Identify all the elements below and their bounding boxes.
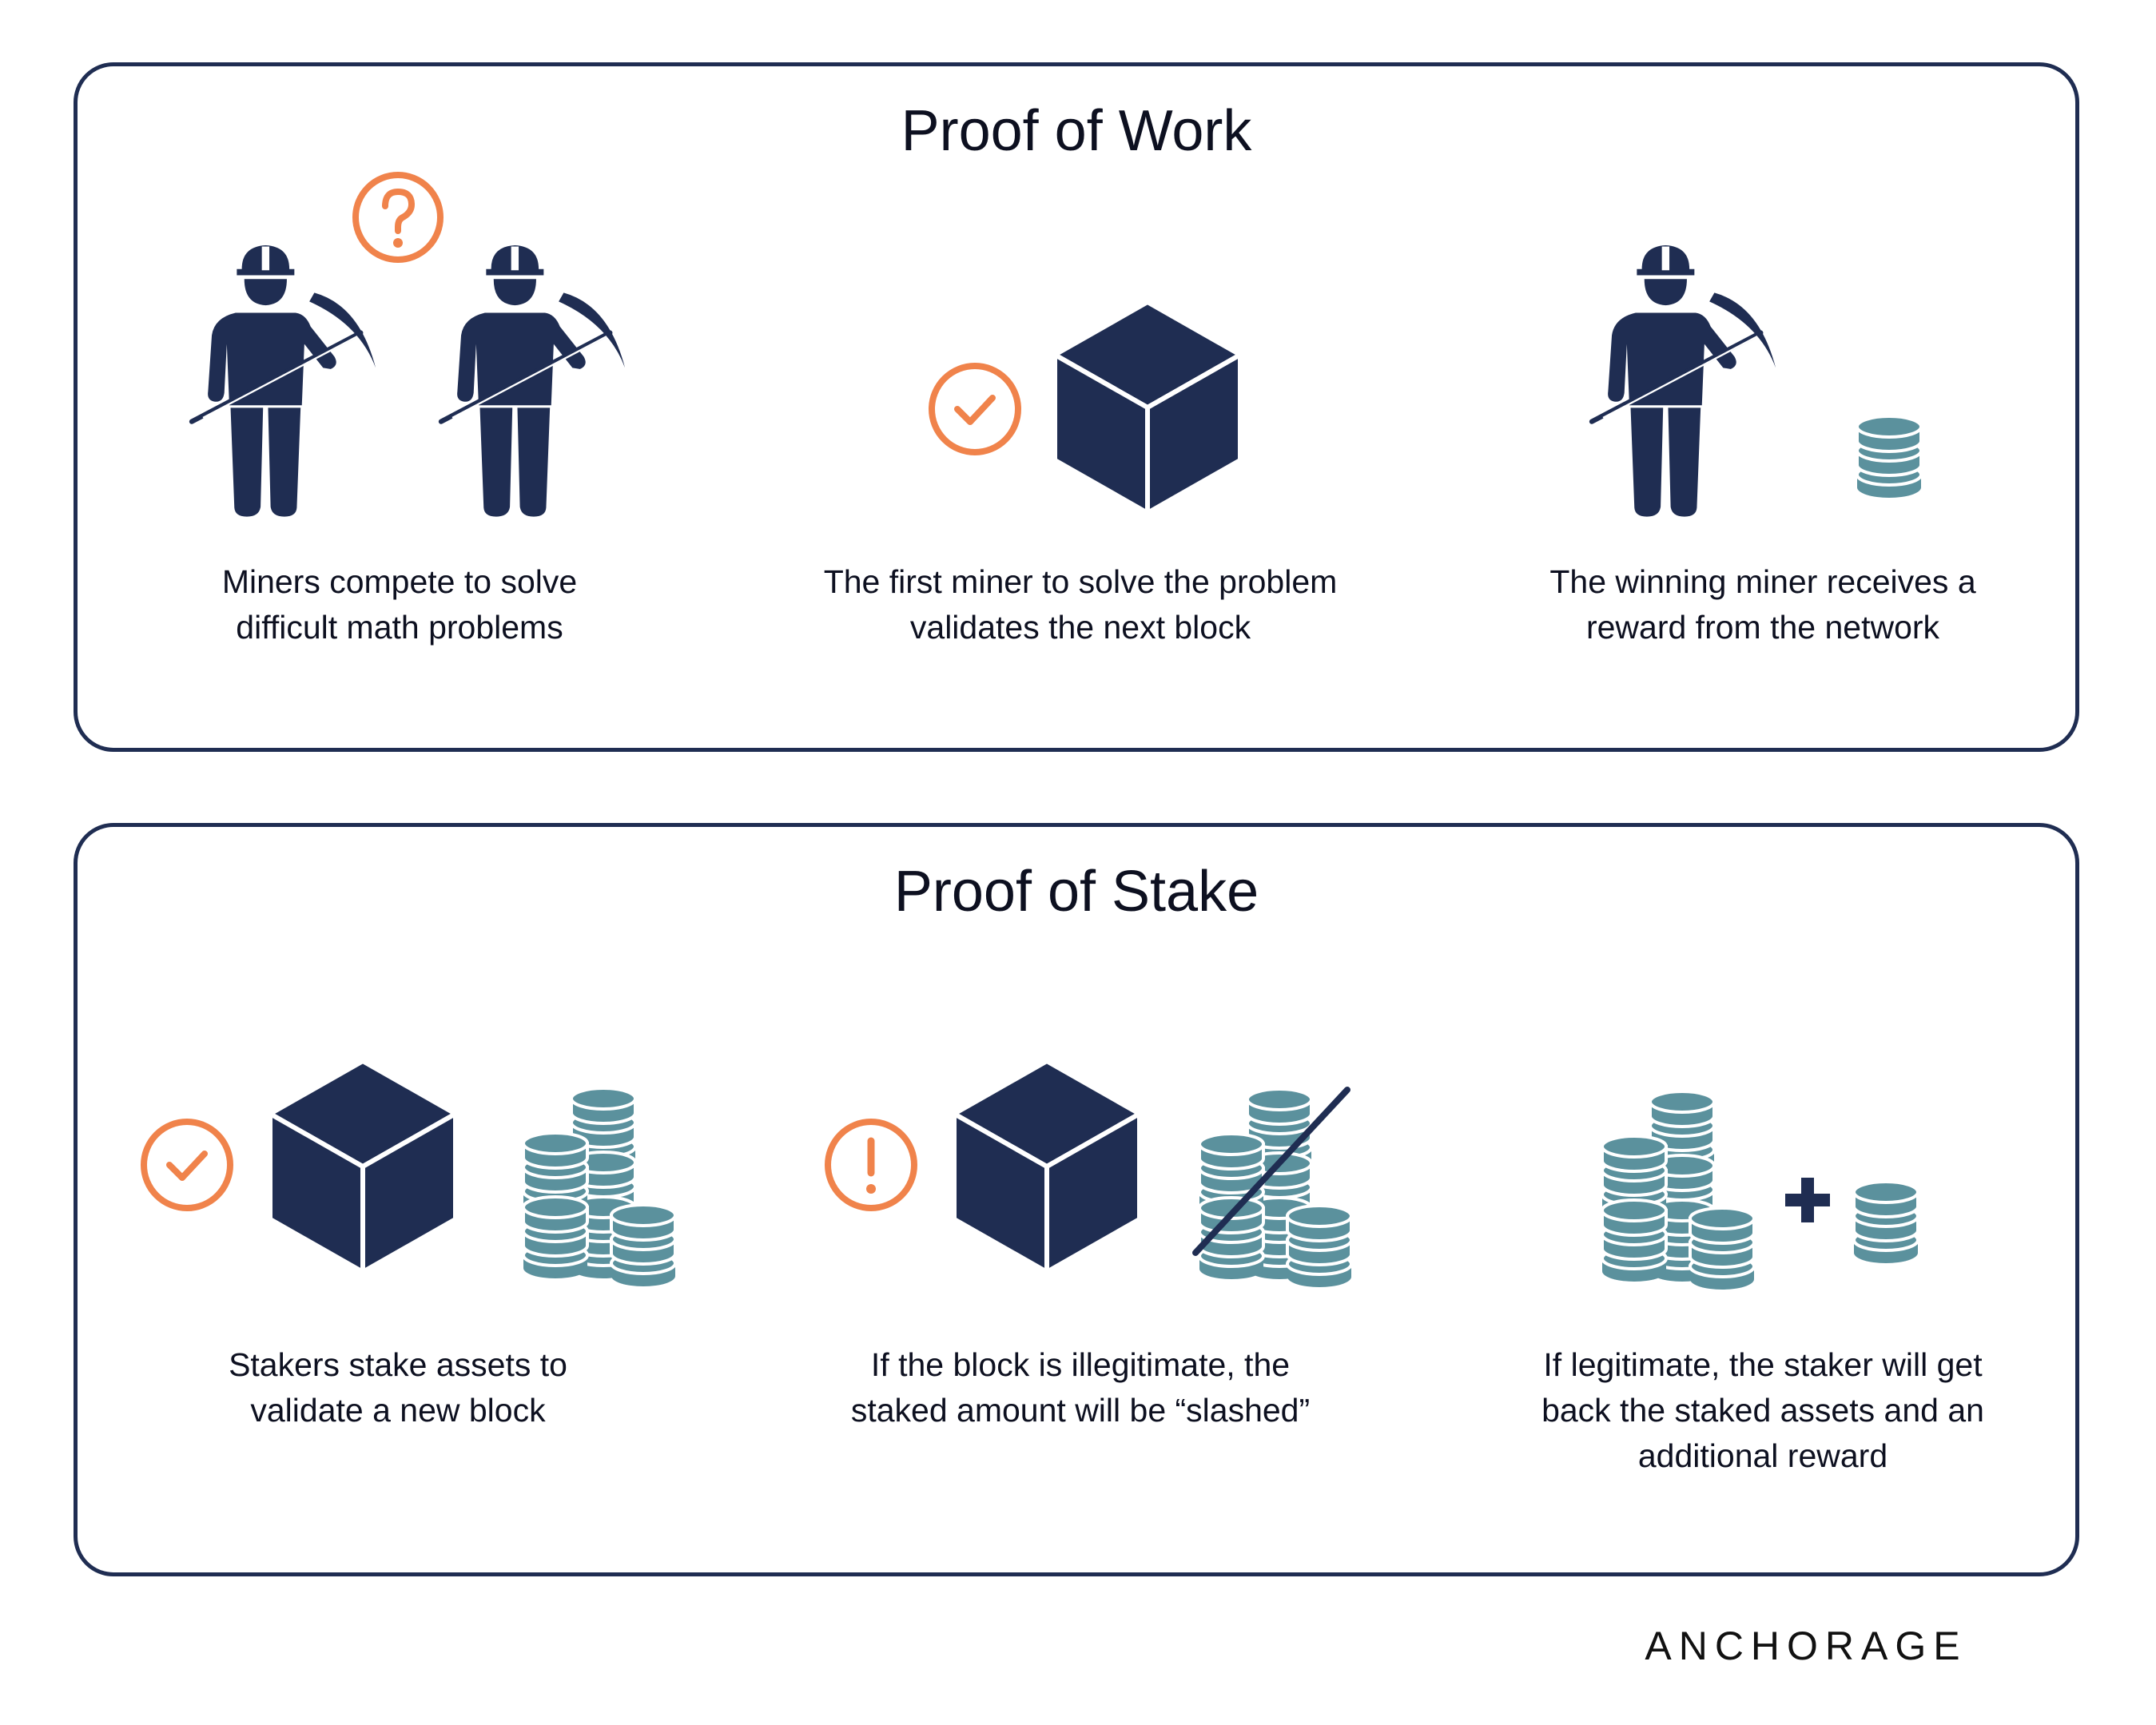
pos-step-3-caption: If legitimate, the staker will get back … <box>1541 1346 1984 1474</box>
pos-step-2-caption: If the block is illegitimate, the staked… <box>850 1346 1311 1429</box>
slashed-coin-stacks-icon <box>1192 1087 1355 1259</box>
check-icon <box>141 1119 233 1211</box>
miner-icon <box>166 236 390 524</box>
pow-step-2-caption: The first miner to solve the problem val… <box>823 563 1338 646</box>
miner-icon <box>1566 236 1790 524</box>
coin-icon <box>1856 415 1923 499</box>
proof-of-stake-title: Proof of Stake <box>893 860 1259 924</box>
pow-step-1-caption: Miners compete to solve difficult math p… <box>221 563 578 646</box>
proof-of-work-title: Proof of Work <box>901 99 1252 163</box>
block-icon <box>951 1058 1143 1275</box>
question-icon <box>352 172 444 263</box>
block-icon <box>267 1058 459 1275</box>
check-icon <box>929 363 1021 455</box>
coin-stacks-icon <box>1598 1098 1758 1242</box>
pow-step-3-caption: The winning miner receives a reward from… <box>1549 563 1976 646</box>
coin-stacks-icon <box>519 1095 679 1238</box>
anchorage-logo: ANCHORAGE <box>1645 1624 1967 1668</box>
pos-step-1-caption: Stakers stake assets to validate a new b… <box>229 1346 567 1429</box>
exclamation-icon <box>825 1119 917 1211</box>
plus-icon <box>1785 1178 1830 1222</box>
coin-icon <box>1852 1180 1919 1265</box>
miner-icon <box>416 236 639 524</box>
block-icon <box>1052 299 1243 516</box>
